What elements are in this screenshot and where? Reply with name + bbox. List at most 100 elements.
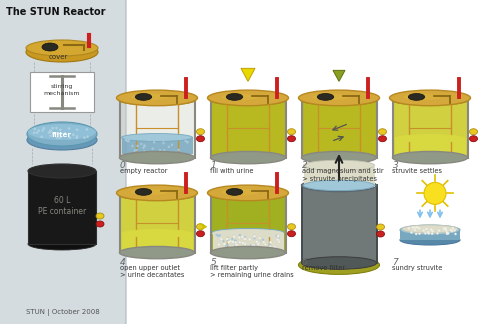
Circle shape [431,233,434,235]
Circle shape [418,233,420,235]
Ellipse shape [288,129,296,135]
Circle shape [56,132,58,135]
Circle shape [273,245,276,249]
Circle shape [232,240,234,244]
Circle shape [50,134,52,137]
Ellipse shape [313,94,350,100]
Circle shape [134,149,136,152]
Bar [400,230,460,240]
Circle shape [254,244,256,247]
Circle shape [168,145,170,148]
Circle shape [218,243,220,246]
Polygon shape [241,68,255,81]
Circle shape [244,236,246,238]
Circle shape [234,241,237,244]
Circle shape [178,149,180,151]
Ellipse shape [27,130,97,150]
Text: 60 L
PE container: 60 L PE container [38,196,86,216]
Circle shape [162,139,164,142]
Circle shape [277,236,280,238]
Ellipse shape [376,231,384,237]
Circle shape [38,129,40,132]
Bar [30,72,94,112]
Ellipse shape [120,151,194,164]
Text: struvite settles: struvite settles [392,168,442,174]
Ellipse shape [212,228,284,237]
Ellipse shape [116,90,198,106]
Circle shape [446,231,448,234]
Ellipse shape [28,164,96,178]
Circle shape [228,241,231,244]
Circle shape [76,136,78,139]
Bar [394,138,466,155]
Circle shape [422,229,425,232]
Ellipse shape [402,225,458,233]
Circle shape [76,135,78,138]
Circle shape [184,140,187,142]
Ellipse shape [318,94,334,100]
Circle shape [40,135,43,138]
Bar [210,100,286,157]
Circle shape [268,244,271,246]
Circle shape [219,237,222,240]
Circle shape [72,133,74,136]
Circle shape [276,238,279,241]
Circle shape [276,235,278,237]
Text: filter: filter [52,132,72,138]
Circle shape [68,136,71,139]
Circle shape [56,136,58,139]
Circle shape [430,228,432,231]
Circle shape [159,149,161,151]
Circle shape [231,238,234,240]
Ellipse shape [470,136,478,142]
Circle shape [454,229,456,232]
Text: empty reactor: empty reactor [120,168,167,174]
Circle shape [452,227,454,229]
Circle shape [68,127,70,130]
Circle shape [56,133,59,135]
Circle shape [36,132,38,134]
Text: 4: 4 [120,258,125,267]
Circle shape [242,237,246,241]
Ellipse shape [122,133,192,142]
Circle shape [268,245,272,249]
Ellipse shape [26,42,98,62]
Bar [120,195,194,253]
Text: cover: cover [48,54,68,60]
Bar [302,185,376,263]
Circle shape [418,227,420,229]
Circle shape [34,128,36,130]
Ellipse shape [122,229,192,237]
Ellipse shape [222,94,259,100]
Circle shape [276,235,280,238]
Text: lift filter partly
> remaining urine drains: lift filter partly > remaining urine dra… [210,265,294,278]
Circle shape [278,240,280,243]
Circle shape [253,246,255,248]
Ellipse shape [135,94,152,100]
Circle shape [162,151,164,153]
Ellipse shape [222,189,259,195]
Circle shape [410,231,412,234]
Ellipse shape [212,229,284,237]
Circle shape [128,139,130,141]
Circle shape [250,244,252,246]
Circle shape [142,146,144,149]
Text: fill with urine: fill with urine [210,168,254,174]
Ellipse shape [210,95,286,105]
Ellipse shape [376,224,384,230]
Circle shape [424,182,446,204]
Ellipse shape [210,247,286,259]
Ellipse shape [394,134,466,143]
Text: 6: 6 [302,258,307,267]
Ellipse shape [116,185,198,201]
Circle shape [148,139,150,141]
Circle shape [59,129,62,131]
Ellipse shape [26,40,98,56]
Circle shape [234,239,237,242]
Circle shape [415,233,418,235]
Circle shape [229,240,232,243]
Ellipse shape [304,180,374,191]
Circle shape [42,129,44,132]
Circle shape [52,127,54,130]
Circle shape [254,245,256,247]
